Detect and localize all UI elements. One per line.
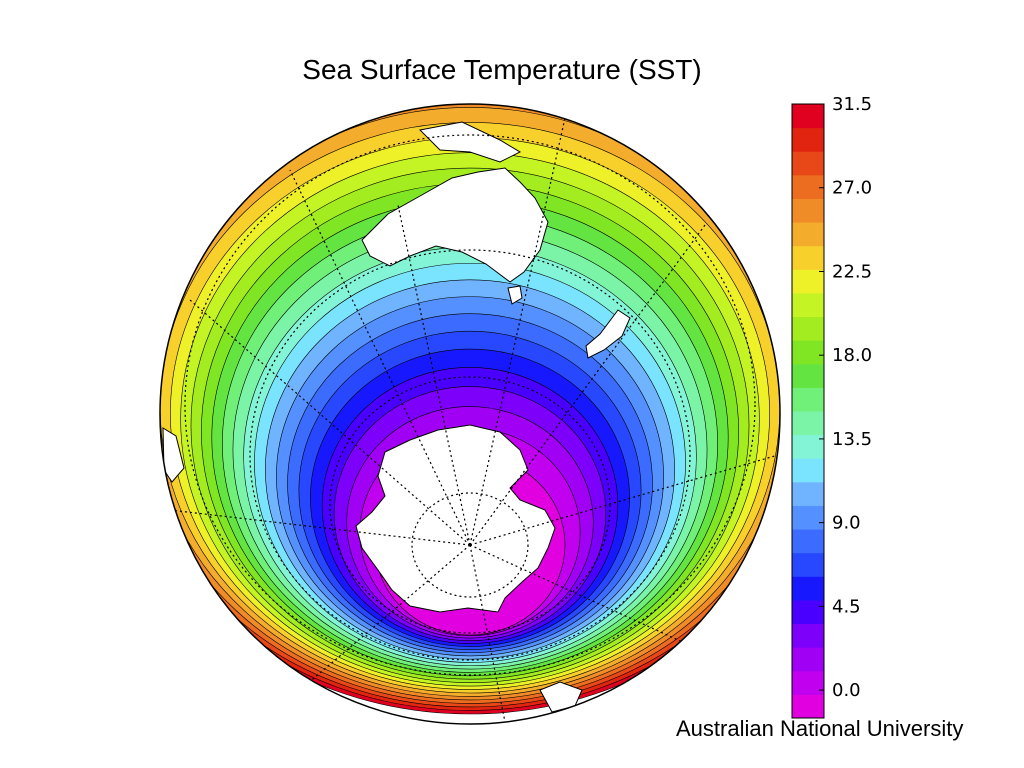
- land-masses: [162, 121, 631, 713]
- colorbar-segment: [792, 198, 824, 223]
- colorbar: 0.0 4.5 9.0 13.5 18.0 22.5 27.0 31.5: [791, 94, 872, 719]
- colorbar-segment: [792, 505, 824, 530]
- meridian-line: [469, 544, 701, 651]
- colorbar-segment: [792, 694, 824, 719]
- colorbar-segment: [792, 316, 824, 341]
- australia-landmass: [361, 167, 549, 283]
- colorbar-segment: [792, 269, 824, 294]
- meridian-line: [299, 544, 471, 691]
- colorbar-tick-label: 18.0: [832, 345, 872, 366]
- tasmania-landmass: [507, 285, 523, 305]
- colorbar-segment: [792, 127, 824, 152]
- colorbar-segment: [792, 151, 824, 176]
- colorbar-segment: [792, 292, 824, 318]
- latitude-line: [184, 134, 756, 676]
- credit-text: Australian National University: [676, 716, 964, 741]
- colorbar-segment: [792, 222, 824, 247]
- colorbar-tick-label: 9.0: [832, 513, 861, 534]
- slide-title: Sea Surface Temperature (SST): [302, 54, 702, 85]
- latitude-line: [411, 492, 529, 598]
- colorbar-segment: [792, 387, 824, 412]
- meridian-line: [189, 299, 471, 546]
- colorbar-tick-label: 0.0: [832, 680, 861, 701]
- latitude-line: [249, 249, 691, 661]
- meridian-line: [469, 224, 706, 546]
- colorbar-segment: [792, 481, 824, 506]
- colorbar-segment: [792, 458, 824, 483]
- colorbar-segment: [792, 363, 824, 388]
- new-guinea-landmass: [418, 121, 522, 163]
- colorbar-segment: [792, 104, 824, 129]
- antarctica-landmass: [355, 424, 556, 613]
- colorbar-segment: [792, 245, 824, 270]
- colorbar-tick-label: 4.5: [832, 596, 861, 617]
- colorbar-segment: [792, 623, 824, 648]
- latitude-line: [329, 376, 611, 634]
- colorbar-segment: [792, 434, 824, 459]
- colorbar-segment: [792, 174, 824, 199]
- new-zealand-landmass: [585, 309, 631, 359]
- colorbar-segment: [792, 552, 824, 577]
- colorbar-segment: [792, 576, 824, 601]
- meridian-line: [469, 454, 779, 546]
- colorbar-frame: [791, 103, 825, 719]
- globe-outline: [159, 103, 781, 725]
- graticule-lines: [169, 117, 779, 723]
- colorbar-tick-label: 22.5: [832, 261, 872, 282]
- colorbar-tick-label: 31.5: [832, 94, 872, 115]
- meridian-line: [289, 169, 471, 546]
- colorbar-segment: [792, 340, 824, 365]
- colorbar-tick-label: 13.5: [832, 429, 872, 450]
- colorbar-tick-label: 27.0: [832, 178, 872, 199]
- colorbar-segment: [792, 647, 824, 672]
- meridian-line: [469, 544, 506, 723]
- colorbar-segment: [792, 599, 824, 625]
- colorbar-segment: [792, 529, 824, 554]
- south-america-landmass: [539, 681, 583, 713]
- colorbar-segment: [792, 670, 824, 695]
- colorbar-segment: [792, 411, 824, 436]
- meridian-line: [169, 509, 471, 546]
